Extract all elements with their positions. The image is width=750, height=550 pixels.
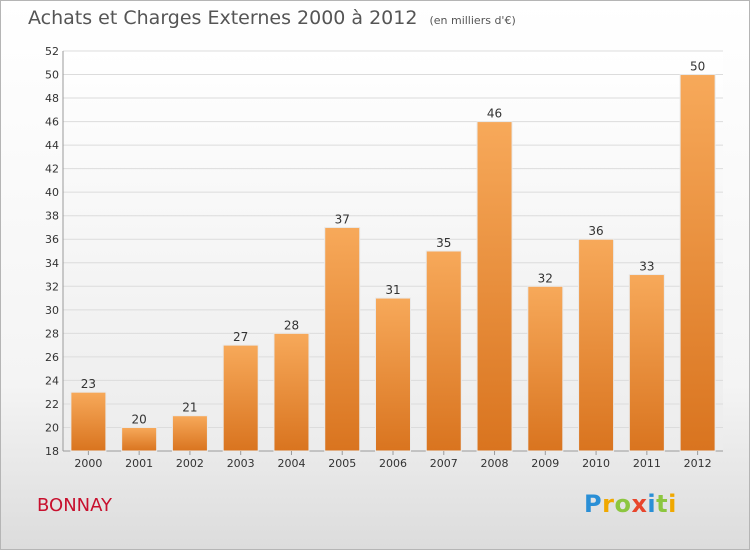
bar [222, 344, 259, 452]
y-tick-label: 32 [45, 280, 59, 293]
y-tick-label: 22 [45, 398, 59, 411]
y-tick-label: 24 [45, 374, 59, 387]
data-label: 32 [538, 271, 553, 285]
data-label: 33 [639, 260, 654, 274]
data-label: 21 [182, 401, 197, 415]
y-tick-label: 26 [45, 351, 59, 364]
proxiti-logo: Proxiti [584, 490, 677, 518]
bar [425, 250, 462, 452]
logo-letter: o [614, 490, 632, 518]
data-label: 37 [335, 212, 350, 226]
x-tick-label: 2003 [227, 457, 255, 470]
bar [527, 285, 564, 452]
y-tick-label: 40 [45, 186, 59, 199]
logo-letter: x [631, 490, 648, 518]
bar [171, 415, 208, 452]
y-tick-label: 52 [45, 45, 59, 58]
title-row: Achats et Charges Externes 2000 à 2012 (e… [28, 7, 516, 29]
x-tick-label: 2004 [277, 457, 305, 470]
chart-title: Achats et Charges Externes 2000 à 2012 [28, 7, 418, 29]
y-tick-label: 34 [45, 257, 59, 270]
data-label: 46 [487, 107, 502, 121]
logo-letter: t [656, 490, 669, 518]
y-tick-label: 50 [45, 69, 59, 82]
data-label: 28 [284, 318, 299, 332]
y-tick-label: 36 [45, 233, 59, 246]
y-tick-label: 42 [45, 163, 59, 176]
bar [273, 332, 310, 452]
place-name: BONNAY [37, 495, 113, 516]
data-label: 35 [436, 236, 451, 250]
x-tick-label: 2010 [582, 457, 610, 470]
bar [679, 74, 716, 452]
x-tick-label: 2011 [633, 457, 661, 470]
y-tick-label: 28 [45, 327, 59, 340]
y-tick-label: 30 [45, 304, 59, 317]
bar [578, 238, 615, 452]
x-tick-label: 2007 [430, 457, 458, 470]
data-label: 31 [385, 283, 400, 297]
data-label: 27 [233, 330, 248, 344]
data-label: 50 [690, 60, 705, 74]
bar [70, 391, 107, 452]
logo-letter: i [668, 490, 677, 518]
logo-letter: r [602, 490, 615, 518]
logo-letter: i [647, 490, 657, 518]
y-tick-label: 20 [45, 421, 59, 434]
y-tick-label: 18 [45, 445, 59, 458]
data-label: 36 [588, 224, 603, 238]
y-tick-label: 48 [45, 92, 59, 105]
data-label: 23 [81, 377, 96, 391]
x-tick-label: 2012 [684, 457, 712, 470]
x-tick-label: 2009 [531, 457, 559, 470]
y-tick-label: 44 [45, 139, 59, 152]
logo-letter: P [584, 490, 603, 518]
x-tick-label: 2000 [74, 457, 102, 470]
data-label: 20 [132, 412, 147, 426]
x-tick-label: 2006 [379, 457, 407, 470]
x-tick-label: 2005 [328, 457, 356, 470]
x-tick-label: 2001 [125, 457, 153, 470]
bar [628, 274, 665, 452]
y-tick-label: 46 [45, 116, 59, 129]
bar [121, 426, 158, 452]
y-tick-label: 38 [45, 210, 59, 223]
bar [324, 226, 361, 452]
x-tick-label: 2008 [481, 457, 509, 470]
bar [476, 121, 513, 452]
x-tick-label: 2002 [176, 457, 204, 470]
chart-subtitle: (en milliers d'€) [429, 14, 516, 27]
bar [375, 297, 411, 452]
